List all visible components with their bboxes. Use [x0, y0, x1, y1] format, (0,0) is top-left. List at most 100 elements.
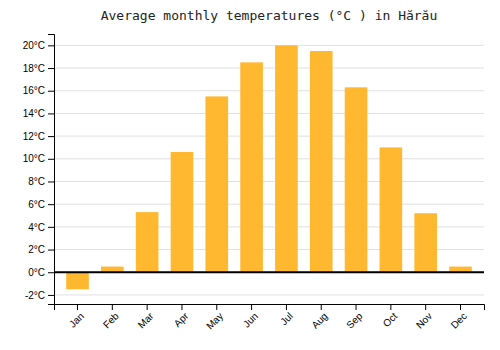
y-tick-label: 14°C — [23, 108, 45, 119]
x-tick-mark — [181, 304, 182, 310]
x-tick: Sep — [344, 304, 365, 331]
x-tick-label: Sep — [344, 310, 365, 331]
x-tick-label: Jul — [278, 310, 295, 327]
x-tick: Jan — [67, 304, 86, 330]
grid-line — [54, 204, 484, 205]
y-tick: -2°C — [25, 290, 54, 301]
x-tick-label: May — [204, 310, 225, 331]
y-tick-mark — [48, 159, 54, 160]
x-tick-mark — [286, 304, 287, 310]
y-tick: 16°C — [23, 85, 54, 96]
x-tick: Dec — [449, 304, 469, 331]
baseline — [54, 271, 484, 273]
y-tick: 10°C — [23, 153, 54, 164]
grid-line — [54, 113, 484, 114]
grid-line — [54, 181, 484, 182]
y-tick: 4°C — [28, 222, 54, 233]
y-tick-label: 4°C — [28, 222, 45, 233]
x-tick-mark — [356, 304, 357, 310]
x-tick-label: Jan — [67, 310, 86, 329]
x-tick-mark — [216, 304, 217, 310]
x-tick-label: Apr — [172, 310, 191, 329]
grid — [54, 45, 484, 295]
x-tick-mark — [147, 304, 148, 310]
x-tick-label: Oct — [381, 310, 400, 329]
y-tick-label: 16°C — [23, 85, 45, 96]
x-tick-mark — [425, 304, 426, 310]
y-tick: 14°C — [23, 108, 54, 119]
y-tick: 0°C — [28, 267, 54, 278]
x-tick-label: Aug — [309, 310, 329, 330]
y-tick-mark — [48, 91, 54, 92]
x-tick-label: Mar — [136, 310, 156, 330]
y-tick-mark — [48, 136, 54, 137]
chart: -2°C 0°C 2°C 4°C 6°C 8°C 10°C 12°C 14°C 16°C 18°C 2… — [0, 0, 500, 350]
y-tick-mark — [48, 204, 54, 205]
x-tick-mark — [251, 304, 252, 310]
x-tick-mark — [390, 304, 391, 310]
bar — [66, 272, 89, 289]
y-tick-label: 8°C — [28, 176, 45, 187]
y-tick-mark — [48, 272, 54, 273]
bar — [136, 212, 159, 272]
plot: -2°C 0°C 2°C 4°C 6°C 8°C 10°C 12°C 14°C 16°C 18°C 2… — [23, 35, 485, 332]
x-axis: Jan Feb Mar Apr May Jun Jul Aug Sep Oct Nov Dec — [55, 304, 485, 332]
x-tick-mark — [321, 304, 322, 310]
bar — [380, 147, 403, 272]
y-tick: 18°C — [23, 63, 54, 74]
y-axis: -2°C 0°C 2°C 4°C 6°C 8°C 10°C 12°C 14°C 16°C 18°C 2… — [23, 35, 55, 305]
y-tick-mark — [48, 250, 54, 251]
title: Average monthly temperatures (°C ) in Hă… — [101, 8, 438, 23]
x-tick: Aug — [309, 304, 329, 331]
grid-line — [54, 68, 484, 69]
grid-line — [54, 272, 484, 273]
x-tick: Nov — [414, 304, 434, 331]
bar — [414, 213, 437, 272]
y-tick: 20°C — [23, 40, 54, 51]
y-tick-mark — [48, 68, 54, 69]
grid-line — [54, 136, 484, 137]
x-tick-mark — [460, 304, 461, 310]
bars — [54, 45, 484, 289]
y-tick-mark — [48, 113, 54, 114]
bar — [345, 87, 368, 272]
grid-line — [54, 158, 484, 159]
y-tick-label: 12°C — [23, 131, 45, 142]
bar — [240, 62, 263, 272]
y-tick: 12°C — [23, 131, 54, 142]
x-tick-label: Nov — [414, 310, 434, 330]
x-tick-mark — [77, 304, 78, 310]
bar — [171, 152, 194, 272]
x-tick: Feb — [101, 304, 121, 330]
x-tick: Oct — [381, 304, 400, 329]
axis-line — [55, 305, 485, 311]
y-tick: 6°C — [28, 199, 54, 210]
y-tick-label: 0°C — [28, 267, 45, 278]
y-tick-label: 2°C — [28, 244, 45, 255]
x-tick-mark — [112, 304, 113, 310]
bar — [275, 45, 298, 272]
x-tick-label: Dec — [449, 310, 469, 330]
x-tick: Apr — [172, 304, 191, 329]
grid-line — [54, 45, 484, 46]
x-tick: May — [204, 304, 225, 332]
y-tick: 8°C — [28, 176, 54, 187]
y-tick-label: 20°C — [23, 40, 45, 51]
x-tick-label: Jun — [241, 310, 260, 329]
y-tick-label: -2°C — [25, 290, 45, 301]
y-tick-mark — [48, 227, 54, 228]
x-tick: Jun — [241, 304, 260, 330]
y-tick: 2°C — [28, 244, 54, 255]
y-tick-mark — [48, 181, 54, 182]
grid-line — [54, 294, 484, 295]
grid-line — [54, 90, 484, 91]
y-tick-label: 10°C — [23, 153, 45, 164]
y-tick-mark — [48, 295, 54, 296]
y-tick-label: 6°C — [28, 199, 45, 210]
x-tick: Mar — [136, 304, 156, 330]
y-tick-label: 18°C — [23, 63, 45, 74]
y-tick-mark — [48, 45, 54, 46]
axis-line — [48, 35, 55, 305]
bar — [205, 96, 228, 272]
bar — [310, 51, 333, 272]
